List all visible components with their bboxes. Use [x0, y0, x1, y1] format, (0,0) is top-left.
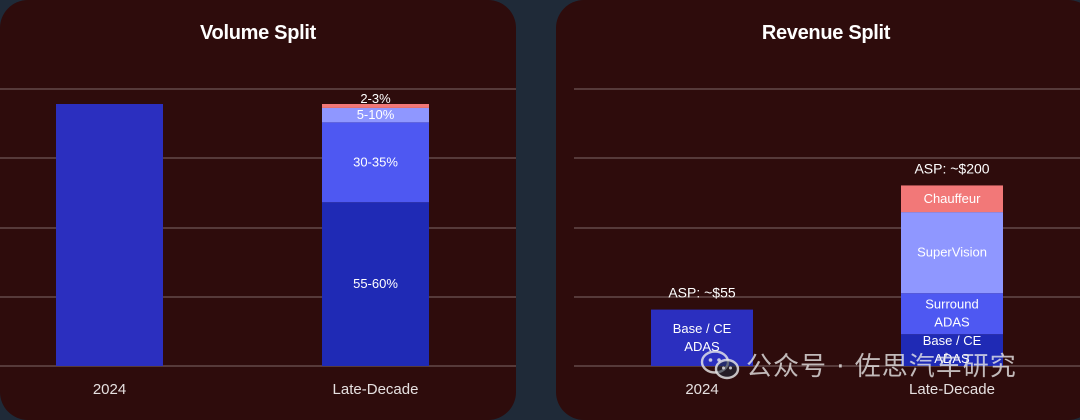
bar-segment: [322, 122, 429, 203]
bar-segment: [901, 185, 1003, 213]
chart-title: Volume Split: [199, 22, 317, 44]
bar-label: 5-10%: [357, 107, 395, 122]
bar-label: 30-35%: [353, 154, 398, 169]
bar-label: Chauffeur: [924, 191, 982, 206]
asp-label: ASP: ~$200: [914, 160, 989, 176]
revenue-split-panel: Revenue Split Base / CE ADAS ASP: ~$55 2024…: [556, 0, 1080, 420]
bar-label: Surround ADAS: [925, 297, 978, 330]
bar-label: 55-60%: [353, 276, 398, 291]
bar-segment: [322, 202, 429, 366]
volume-split-panel: Volume Split 2024 55-60% 30-35% 5-10% 2-3% La…: [0, 0, 516, 420]
x-tick-label: Late-Decade: [909, 381, 995, 398]
x-tick-label: 2024: [685, 381, 718, 398]
bar-segment: [901, 293, 1003, 335]
bar-segment: [322, 104, 429, 108]
bar-label: SuperVision: [917, 245, 987, 260]
wechat-icon: [700, 349, 740, 379]
bar-segment: [56, 104, 163, 366]
x-tick-label: 2024: [93, 381, 126, 398]
bar-label: 2-3%: [360, 91, 391, 106]
x-tick-label: Late-Decade: [333, 381, 419, 398]
bar-segment: [901, 334, 1003, 366]
bar-label: Base / CE ADAS: [923, 333, 982, 366]
asp-label: ASP: ~$55: [668, 285, 736, 301]
bar-label: Base / CE ADAS: [673, 321, 732, 354]
bar-segment: [322, 107, 429, 123]
volume-split-chart: 2024 55-60% 30-35% 5-10%2-3% Late-Decade: [0, 88, 516, 398]
chart-title: Revenue Split: [761, 22, 891, 44]
bar-segment: [651, 309, 753, 366]
watermark-text: 公众号 · 佐思汽车研究: [746, 352, 1017, 382]
watermark: 公众号 · 佐思汽车研究: [700, 346, 1017, 383]
bar-segment: [901, 212, 1003, 294]
